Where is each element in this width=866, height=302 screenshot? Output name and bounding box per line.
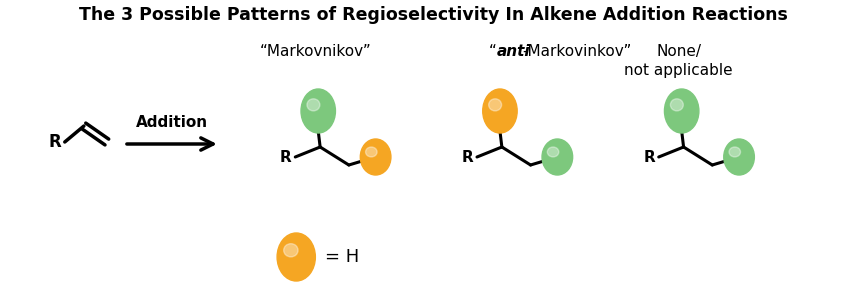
Ellipse shape	[542, 139, 572, 175]
Ellipse shape	[664, 89, 699, 133]
Text: R: R	[48, 133, 61, 151]
Ellipse shape	[360, 139, 391, 175]
Text: The 3 Possible Patterns of Regioselectivity In Alkene Addition Reactions: The 3 Possible Patterns of Regioselectiv…	[79, 6, 787, 24]
Ellipse shape	[482, 89, 517, 133]
Ellipse shape	[729, 147, 740, 157]
Ellipse shape	[724, 139, 754, 175]
Text: None/
not applicable: None/ not applicable	[624, 44, 734, 78]
Ellipse shape	[670, 99, 683, 111]
Ellipse shape	[301, 89, 335, 133]
Ellipse shape	[307, 99, 320, 111]
Ellipse shape	[488, 99, 501, 111]
Text: “Markovnikov”: “Markovnikov”	[260, 44, 372, 59]
Text: -Markovinkov”: -Markovinkov”	[522, 44, 631, 59]
Ellipse shape	[284, 244, 298, 257]
Ellipse shape	[365, 147, 377, 157]
Text: R: R	[462, 149, 473, 165]
Ellipse shape	[547, 147, 559, 157]
Text: R: R	[280, 149, 292, 165]
Text: anti: anti	[497, 44, 531, 59]
Ellipse shape	[277, 233, 315, 281]
Text: “: “	[489, 44, 497, 59]
Text: = H: = H	[325, 248, 359, 266]
Text: R: R	[643, 149, 655, 165]
Text: Addition: Addition	[136, 115, 208, 130]
